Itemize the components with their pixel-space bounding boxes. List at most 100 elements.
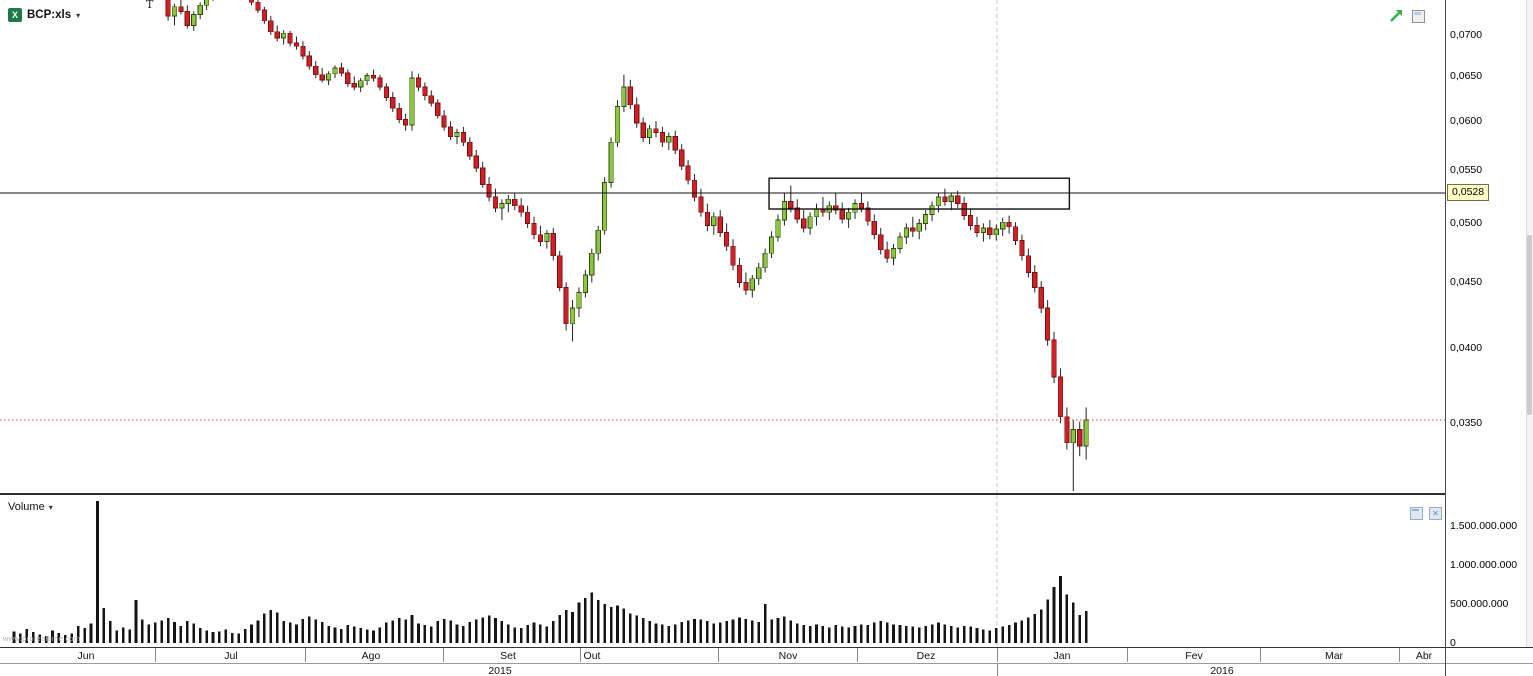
- volume-bar: [166, 618, 170, 643]
- candle-down: [422, 86, 428, 97]
- candle-down: [878, 234, 884, 251]
- volume-bar: [385, 622, 388, 643]
- volume-bar: [558, 614, 561, 643]
- volume-bar: [609, 607, 613, 643]
- pane-divider[interactable]: [0, 493, 1533, 495]
- volume-bar: [795, 623, 799, 643]
- volume-bar: [693, 618, 696, 643]
- volume-bar: [449, 620, 452, 643]
- month-label: Ago: [361, 650, 381, 662]
- chevron-down-icon[interactable]: ▾: [76, 10, 81, 20]
- volume-pane[interactable]: Volume ▾ www.prorealtime.com: [0, 495, 1445, 647]
- volume-bar: [564, 610, 568, 643]
- candle-down: [178, 6, 184, 12]
- candle-down: [447, 126, 454, 137]
- volume-bar: [352, 626, 356, 643]
- volume-bar: [950, 625, 953, 643]
- volume-bar: [731, 619, 735, 643]
- volume-bar: [134, 600, 138, 643]
- candle-down: [672, 135, 678, 151]
- candle-down: [865, 207, 871, 222]
- volume-bar: [314, 619, 318, 643]
- scrollbar-thumb[interactable]: [1527, 235, 1532, 415]
- volume-bar: [211, 632, 215, 643]
- candle-down: [415, 77, 422, 88]
- candle-down: [1057, 376, 1064, 418]
- candle-down: [248, 0, 255, 3]
- volume-bar: [622, 608, 626, 643]
- candle-up: [582, 274, 588, 293]
- candle-down: [563, 287, 569, 325]
- candle-up: [544, 233, 550, 243]
- candle-down: [640, 122, 646, 138]
- instrument-selector[interactable]: BCP:xls ▾: [8, 8, 80, 22]
- volume-chart-svg: [12, 495, 1088, 647]
- volume-bar: [83, 628, 86, 643]
- volume-bar: [596, 600, 600, 643]
- candle-up: [595, 229, 601, 254]
- time-axis[interactable]: Jun Jul Ago Set Out Nov Dez Jan Fev Mar Abr: [0, 647, 1533, 663]
- candle-down: [319, 74, 325, 81]
- candle-down: [833, 205, 839, 211]
- volume-bar: [1065, 594, 1069, 643]
- rectangle-annotation[interactable]: [768, 177, 1071, 210]
- indicator-close-icon[interactable]: [1429, 507, 1442, 520]
- candle-up: [197, 4, 203, 15]
- price-pane[interactable]: BCP:xls ▾ T: [0, 0, 1445, 493]
- volume-indicator-selector[interactable]: Volume ▾: [8, 501, 53, 513]
- volume-bar: [436, 621, 440, 643]
- volume-bar: [616, 605, 619, 643]
- panel-icon[interactable]: [1412, 9, 1425, 23]
- volume-bar: [924, 625, 927, 643]
- price-tick-label: 0,0400: [1450, 342, 1483, 355]
- volume-bar: [179, 625, 183, 643]
- year-axis: 2015 2016: [0, 663, 1533, 676]
- candle-down: [467, 141, 473, 157]
- volume-bar: [218, 631, 221, 643]
- candle-up: [1000, 221, 1006, 230]
- candle-down: [403, 118, 409, 126]
- candle-up: [807, 216, 813, 229]
- candle-down: [717, 216, 723, 233]
- candle-up: [608, 141, 614, 183]
- candle-up: [364, 75, 370, 82]
- volume-bar: [1033, 614, 1037, 643]
- volume-bar: [975, 628, 979, 643]
- pane-toolbar: [1388, 8, 1425, 24]
- xls-file-icon: [8, 8, 22, 22]
- volume-bar: [911, 626, 915, 643]
- candle-down: [255, 1, 261, 11]
- volume-bar: [462, 625, 465, 643]
- volume-bar: [577, 602, 581, 643]
- indicator-window-icon[interactable]: [1410, 507, 1423, 520]
- price-tick-label: 0,0550: [1450, 164, 1483, 176]
- month-label: Dez: [916, 650, 936, 662]
- candle-down: [942, 196, 948, 202]
- volume-bar: [789, 620, 793, 643]
- volume-bar: [590, 592, 594, 643]
- volume-bar: [301, 618, 305, 643]
- candle-down: [396, 107, 402, 120]
- candle-down: [679, 149, 685, 167]
- chevron-down-icon[interactable]: ▾: [48, 502, 53, 512]
- candle-down: [1019, 240, 1025, 257]
- candle-down: [525, 211, 531, 224]
- price-tick-label: 0,0700: [1450, 28, 1483, 41]
- price-axis[interactable]: 0,0528 0,0700 0,0650 0,0600 0,0550 0,0500 0,0…: [1446, 0, 1526, 649]
- candle-down: [691, 179, 698, 198]
- candle-down: [537, 234, 544, 243]
- month-label: Mar: [1324, 650, 1344, 662]
- candle-down: [306, 55, 312, 67]
- candle-up: [762, 252, 768, 269]
- volume-bar: [109, 621, 112, 643]
- price-tick-label: 0,0350: [1450, 417, 1483, 430]
- volume-bar: [474, 619, 478, 643]
- volume-bar: [943, 624, 947, 643]
- volume-bar: [725, 621, 728, 643]
- candle-up: [1083, 419, 1089, 447]
- trend-arrow-icon[interactable]: [1388, 8, 1404, 24]
- candle-down: [1032, 272, 1038, 288]
- candle-down: [839, 209, 845, 220]
- volume-bar: [738, 617, 741, 643]
- month-label: Jan: [1053, 650, 1071, 662]
